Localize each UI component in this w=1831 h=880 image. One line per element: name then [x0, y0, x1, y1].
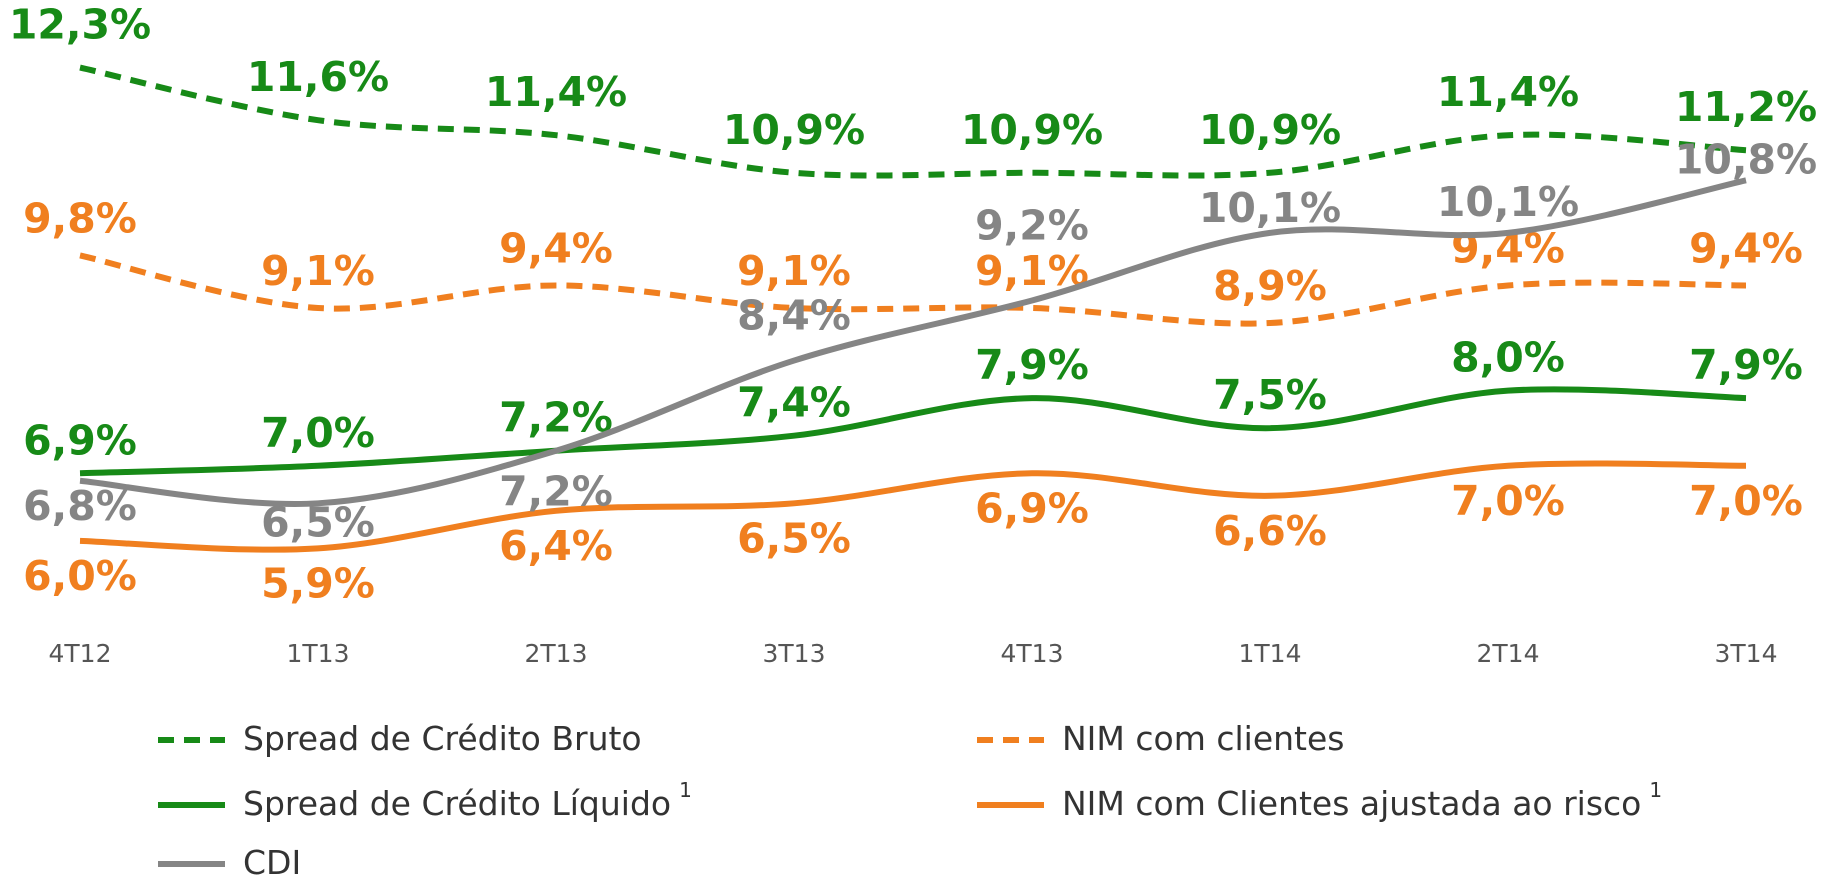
- x-tick-label: 1T13: [287, 639, 350, 668]
- data-label: 8,0%: [1451, 334, 1565, 382]
- legend-name: Spread de Crédito Líquido: [243, 784, 671, 823]
- data-label: 9,1%: [737, 247, 851, 295]
- data-label: 6,0%: [23, 552, 137, 600]
- data-label: 7,4%: [737, 379, 851, 427]
- series-line: [79, 64, 1747, 179]
- series-line: [79, 252, 1747, 327]
- x-tick-label: 3T13: [763, 639, 826, 668]
- x-tick-label: 1T14: [1239, 639, 1302, 668]
- data-label: 9,4%: [1689, 224, 1803, 272]
- x-tick-label: 3T14: [1715, 639, 1778, 668]
- data-label: 6,5%: [261, 498, 375, 546]
- data-label: 7,9%: [975, 341, 1089, 389]
- legend-label: NIM com Clientes ajustada ao risco 1: [1062, 778, 1662, 823]
- legend-label: NIM com clientes: [1062, 719, 1344, 758]
- x-tick-label: 4T13: [1001, 639, 1064, 668]
- legend-name: NIM com Clientes ajustada ao risco: [1062, 784, 1641, 823]
- data-label: 9,1%: [261, 247, 375, 295]
- data-label: 7,2%: [499, 468, 613, 516]
- data-label: 8,4%: [737, 292, 851, 340]
- data-label: 6,9%: [975, 484, 1089, 532]
- series-line: [79, 460, 1747, 553]
- series-line: [79, 177, 1747, 507]
- data-label: 10,8%: [1675, 135, 1817, 183]
- legend-label: CDI: [243, 843, 301, 880]
- data-label: 8,9%: [1213, 262, 1327, 310]
- x-tick-label: 4T12: [49, 639, 112, 668]
- data-label: 11,4%: [485, 68, 627, 116]
- data-label: 7,5%: [1213, 371, 1327, 419]
- data-label: 5,9%: [261, 559, 375, 607]
- legend-label: Spread de Crédito Bruto: [243, 719, 642, 758]
- data-label: 6,9%: [23, 416, 137, 464]
- data-label: 12,3%: [9, 1, 151, 49]
- legend-note: 1: [679, 778, 692, 802]
- series-line: [79, 386, 1747, 477]
- data-label: 10,9%: [961, 106, 1103, 154]
- data-label: 11,4%: [1437, 68, 1579, 116]
- data-label: 7,0%: [1689, 477, 1803, 525]
- data-label: 7,0%: [261, 409, 375, 457]
- data-label: 11,2%: [1675, 83, 1817, 131]
- data-label: 10,1%: [1199, 184, 1341, 232]
- data-label: 6,5%: [737, 514, 851, 562]
- data-label: 7,2%: [499, 394, 613, 442]
- data-label: 6,4%: [499, 522, 613, 570]
- data-label: 9,8%: [23, 194, 137, 242]
- data-label: 6,8%: [23, 482, 137, 530]
- data-label: 9,2%: [975, 201, 1089, 249]
- legend-name: CDI: [243, 843, 301, 880]
- data-label: 10,9%: [1199, 106, 1341, 154]
- x-tick-label: 2T13: [525, 639, 588, 668]
- data-label: 7,9%: [1689, 341, 1803, 389]
- legend-name: Spread de Crédito Bruto: [243, 719, 642, 758]
- data-label: 9,4%: [499, 224, 613, 272]
- data-label: 10,9%: [723, 106, 865, 154]
- data-label: 10,1%: [1437, 178, 1579, 226]
- legend-name: NIM com clientes: [1062, 719, 1344, 758]
- legend-note: 1: [1649, 778, 1662, 802]
- x-tick-label: 2T14: [1477, 639, 1540, 668]
- data-label: 6,6%: [1213, 507, 1327, 555]
- data-label: 11,6%: [247, 53, 389, 101]
- legend-label: Spread de Crédito Líquido 1: [243, 778, 692, 823]
- data-label: 7,0%: [1451, 477, 1565, 525]
